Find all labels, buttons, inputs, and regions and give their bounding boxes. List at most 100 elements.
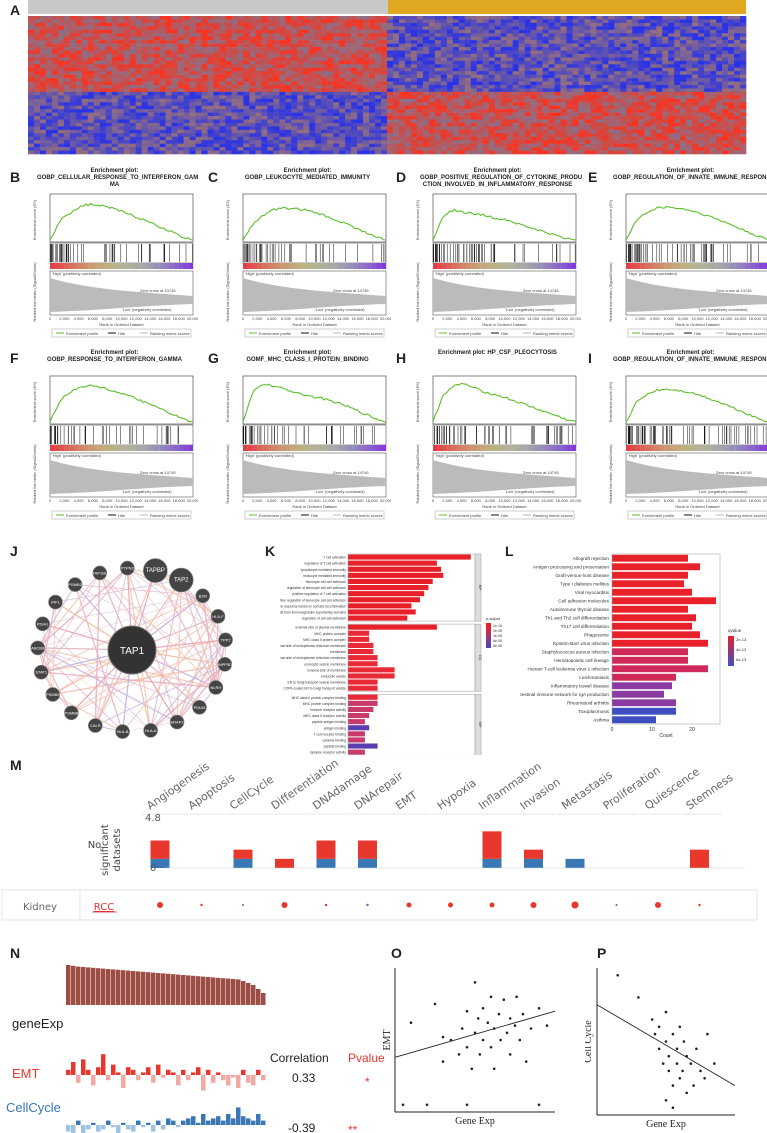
heatmap-cell [267,81,274,86]
heatmap-cell [291,126,298,131]
heatmap-cell [39,43,47,48]
heatmap-cell [458,36,466,41]
heatmap-cell [255,50,262,55]
heatmap-cell [39,50,47,55]
heatmap-cell [428,85,436,89]
heatmap-cell [117,19,125,24]
heatmap-cell [327,143,334,148]
heatmap-cell [69,133,77,138]
heatmap-cell [69,122,77,127]
heatmap-cell [578,102,585,106]
heatmap-cell [710,140,717,144]
heatmap-cell [129,140,136,144]
heatmap-cell [524,105,531,110]
heatmap-cell [578,116,585,120]
heatmap-cell [452,102,460,106]
heatmap-cell [28,16,35,20]
heatmap-cell [494,143,501,148]
heatmap-cell [554,126,561,131]
heatmap-cell [87,57,95,62]
heatmap-cell [81,43,89,48]
heatmap-cell [153,109,160,113]
heatmap-cell [566,47,573,51]
heatmap-cell [171,140,178,144]
heatmap-cell [99,88,107,93]
heatmap-cell [141,64,148,69]
heatmap-cell [500,43,507,48]
heatmap-cell [225,19,232,24]
heatmap-cell [141,40,148,44]
heatmap-cell [249,126,256,131]
heatmap-cell [33,126,41,131]
heatmap-cell [488,140,495,144]
heatmap-cell [440,119,448,124]
heatmap-cell [189,126,196,131]
rank-color-bar [69,263,74,269]
heatmap-cell [596,140,603,144]
heatmap-cell [291,143,298,148]
heatmap-cell [375,150,382,155]
heatmap-cell [147,78,154,82]
heatmap-cell [572,140,579,144]
heatmap-cell [75,78,83,82]
heatmap-cell [512,122,519,127]
heatmap-cell [225,74,232,79]
heatmap-cell [620,95,627,100]
heatmap-cell [291,102,298,106]
heatmap-cell [39,136,47,141]
heatmap-cell [422,43,430,48]
heatmap-cell [488,88,495,93]
heatmap-cell [123,22,131,27]
heatmap-cell [530,50,537,55]
heatmap-cell [410,150,418,155]
heatmap-cell [63,22,71,27]
heatmap-cell [716,116,723,120]
heatmap-cell [267,43,274,48]
heatmap-cell [512,119,519,124]
heatmap-cell [51,143,59,148]
heatmap-cell [87,43,95,48]
heatmap-cell [387,129,394,134]
heatmap-cell [57,122,65,127]
heatmap-cell [704,112,711,117]
heatmap-cell [327,26,334,31]
heatmap-cell [177,29,184,34]
heatmap-cell [273,47,280,51]
heatmap-cell [177,116,184,120]
heatmap-cell [428,60,436,65]
heatmap-cell [207,88,214,93]
heatmap-cell [422,40,430,44]
heatmap-cell [231,43,238,48]
heatmap-cell [357,102,364,106]
heatmap-cell [375,29,382,34]
heatmap-cell [39,95,47,100]
heatmap-cell [608,64,615,69]
heatmap-cell [728,81,735,86]
heatmap-cell [728,95,735,100]
heatmap-cell [141,147,148,151]
heatmap-cell [39,147,47,151]
heatmap-cell [255,126,262,131]
heatmap-cell [309,71,316,75]
heatmap-cell [704,105,711,110]
heatmap-cell [63,19,71,24]
heatmap-cell [105,143,113,148]
heatmap-cell [213,40,220,44]
heatmap-cell [99,91,107,96]
heatmap-cell [351,67,358,72]
heatmap-cell [548,119,555,124]
heatmap-cell [237,112,244,117]
heatmap-cell [117,16,125,20]
heatmap-cell [363,109,370,113]
heatmap-cell [404,74,412,79]
heatmap-cell [153,122,160,127]
heatmap-cell [698,91,705,96]
heatmap-cell [351,116,358,120]
heatmap-cell [500,143,507,148]
heatmap-cell [740,67,747,72]
heatmap-cell [506,22,513,27]
heatmap-cell [446,129,454,134]
heatmap-cell [93,78,101,82]
heatmap-cell [327,81,334,86]
heatmap-cell [285,95,292,100]
